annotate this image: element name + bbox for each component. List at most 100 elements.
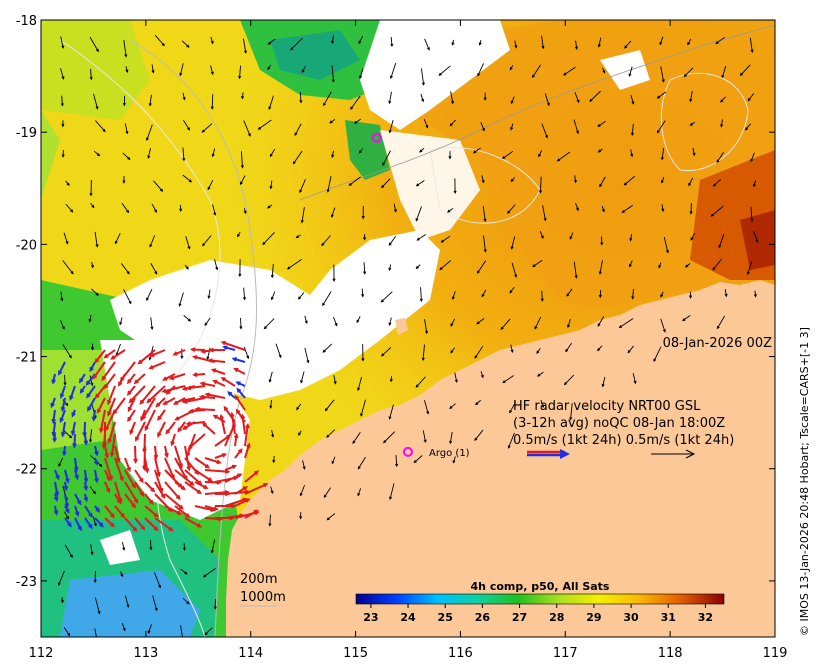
model-current-arrow xyxy=(123,289,132,305)
model-current-arrow xyxy=(238,65,242,80)
model-current-arrow xyxy=(178,292,184,307)
model-current-arrow xyxy=(509,402,516,414)
hf-radar-arrow-blue xyxy=(70,421,76,436)
hf-radar-arrow-red xyxy=(207,358,226,363)
model-current-arrow xyxy=(269,148,276,158)
isobath-200m xyxy=(129,39,258,637)
model-current-arrow xyxy=(544,93,550,107)
model-current-arrow xyxy=(575,202,579,212)
hf-radar-arrow-red xyxy=(137,349,156,365)
model-current-arrow xyxy=(597,316,605,327)
model-current-arrow xyxy=(182,174,193,183)
model-current-arrow xyxy=(659,36,664,46)
model-current-arrow xyxy=(298,430,302,436)
hf-radar-arrow-red xyxy=(144,517,159,532)
hf-radar-arrow-red xyxy=(220,377,236,387)
model-current-arrow xyxy=(294,123,302,136)
hf-radar-arrow-red xyxy=(184,481,202,495)
model-current-arrow xyxy=(601,376,606,388)
model-current-arrow xyxy=(238,259,242,278)
model-current-arrow xyxy=(65,203,74,213)
argo-marker xyxy=(403,446,413,457)
model-current-arrow xyxy=(90,261,94,269)
hf-radar-arrow-red xyxy=(185,433,196,458)
hf-radar-arrow-red xyxy=(112,397,126,415)
hf-radar-arrow-red xyxy=(244,422,250,447)
hf-radar-arrow-red xyxy=(220,340,246,351)
model-current-arrow xyxy=(563,374,575,386)
hf-radar-arrow-red xyxy=(234,486,249,495)
hf-radar-arrow-red xyxy=(101,433,107,450)
model-current-arrow xyxy=(243,208,247,215)
model-current-arrow xyxy=(712,179,722,187)
colorbar-tick-label: 30 xyxy=(623,611,639,624)
model-current-arrow xyxy=(271,429,275,438)
model-current-arrow xyxy=(389,62,397,80)
hf-radar-arrows xyxy=(50,340,269,533)
hf-radar-arrow-red xyxy=(114,493,122,505)
model-current-arrow xyxy=(448,151,452,160)
model-current-arrow xyxy=(597,148,603,153)
model-current-arrow xyxy=(330,207,336,219)
model-current-arrow xyxy=(185,236,191,250)
hf-radar-arrow-red xyxy=(133,373,146,385)
model-current-arrow xyxy=(483,235,487,253)
model-current-arrow xyxy=(94,628,97,637)
hf-radar-arrow-blue xyxy=(94,505,101,513)
model-current-arrow xyxy=(61,120,65,128)
hf-radar-arrow-red xyxy=(164,505,183,515)
model-current-arrow xyxy=(90,202,95,209)
model-current-arrow xyxy=(388,264,392,272)
model-current-arrow xyxy=(150,317,154,331)
model-current-arrow xyxy=(299,91,303,104)
model-current-arrow xyxy=(88,429,93,443)
model-current-arrow xyxy=(618,318,634,328)
model-current-arrow xyxy=(239,317,243,330)
model-current-arrow xyxy=(438,65,451,76)
model-current-arrow xyxy=(388,120,394,134)
hf-radar-arrow-red xyxy=(187,433,206,450)
model-current-arrow xyxy=(263,318,275,330)
hf-radar-arrow-red xyxy=(224,464,238,471)
model-current-arrow xyxy=(179,204,183,213)
hf-radar-arrow-red xyxy=(144,493,154,505)
model-current-arrow xyxy=(324,399,335,412)
model-current-arrow xyxy=(304,347,310,364)
hf-radar-arrow-red xyxy=(170,433,176,447)
model-current-arrow xyxy=(623,175,635,186)
hf-radar-arrow-blue xyxy=(91,409,97,422)
model-current-arrow xyxy=(152,595,158,612)
model-current-arrow xyxy=(624,40,632,49)
hf-radar-arrow-red xyxy=(129,421,136,436)
sst-blue-south xyxy=(60,570,200,637)
hf-radar-arrow-red xyxy=(194,406,216,412)
model-current-arrow xyxy=(361,344,365,362)
model-current-arrow xyxy=(64,511,69,520)
model-current-arrow xyxy=(415,206,422,222)
hf-radar-arrow-red xyxy=(101,361,116,382)
hf-radar-arrow-blue xyxy=(231,357,246,363)
hf-radar-arrow-red xyxy=(184,445,192,472)
model-current-arrow xyxy=(449,431,453,445)
model-current-arrow xyxy=(721,65,727,79)
model-current-arrow xyxy=(60,95,64,107)
model-current-arrow xyxy=(357,488,362,497)
model-current-arrow xyxy=(268,371,273,383)
hf-radar-arrow-red xyxy=(194,457,211,469)
hf-radar-arrow-red xyxy=(92,361,106,380)
hf-radar-arrow-blue xyxy=(62,445,67,457)
model-current-arrow xyxy=(753,231,759,243)
model-current-arrow xyxy=(119,317,123,326)
model-current-arrow xyxy=(262,231,275,246)
hf-radar-arrow-red xyxy=(189,347,206,352)
colorbar-tick-label: 23 xyxy=(363,611,378,624)
model-current-arrow xyxy=(718,234,725,249)
model-current-arrow xyxy=(589,90,601,103)
hf-radar-arrow-red xyxy=(104,481,111,494)
hf-radar-arrow-red xyxy=(155,397,166,408)
model-current-arrow xyxy=(534,316,542,330)
model-current-arrow xyxy=(125,66,129,73)
hf-radar-arrow-blue xyxy=(227,391,236,399)
model-current-arrow xyxy=(90,544,94,556)
model-current-arrow xyxy=(716,315,726,330)
